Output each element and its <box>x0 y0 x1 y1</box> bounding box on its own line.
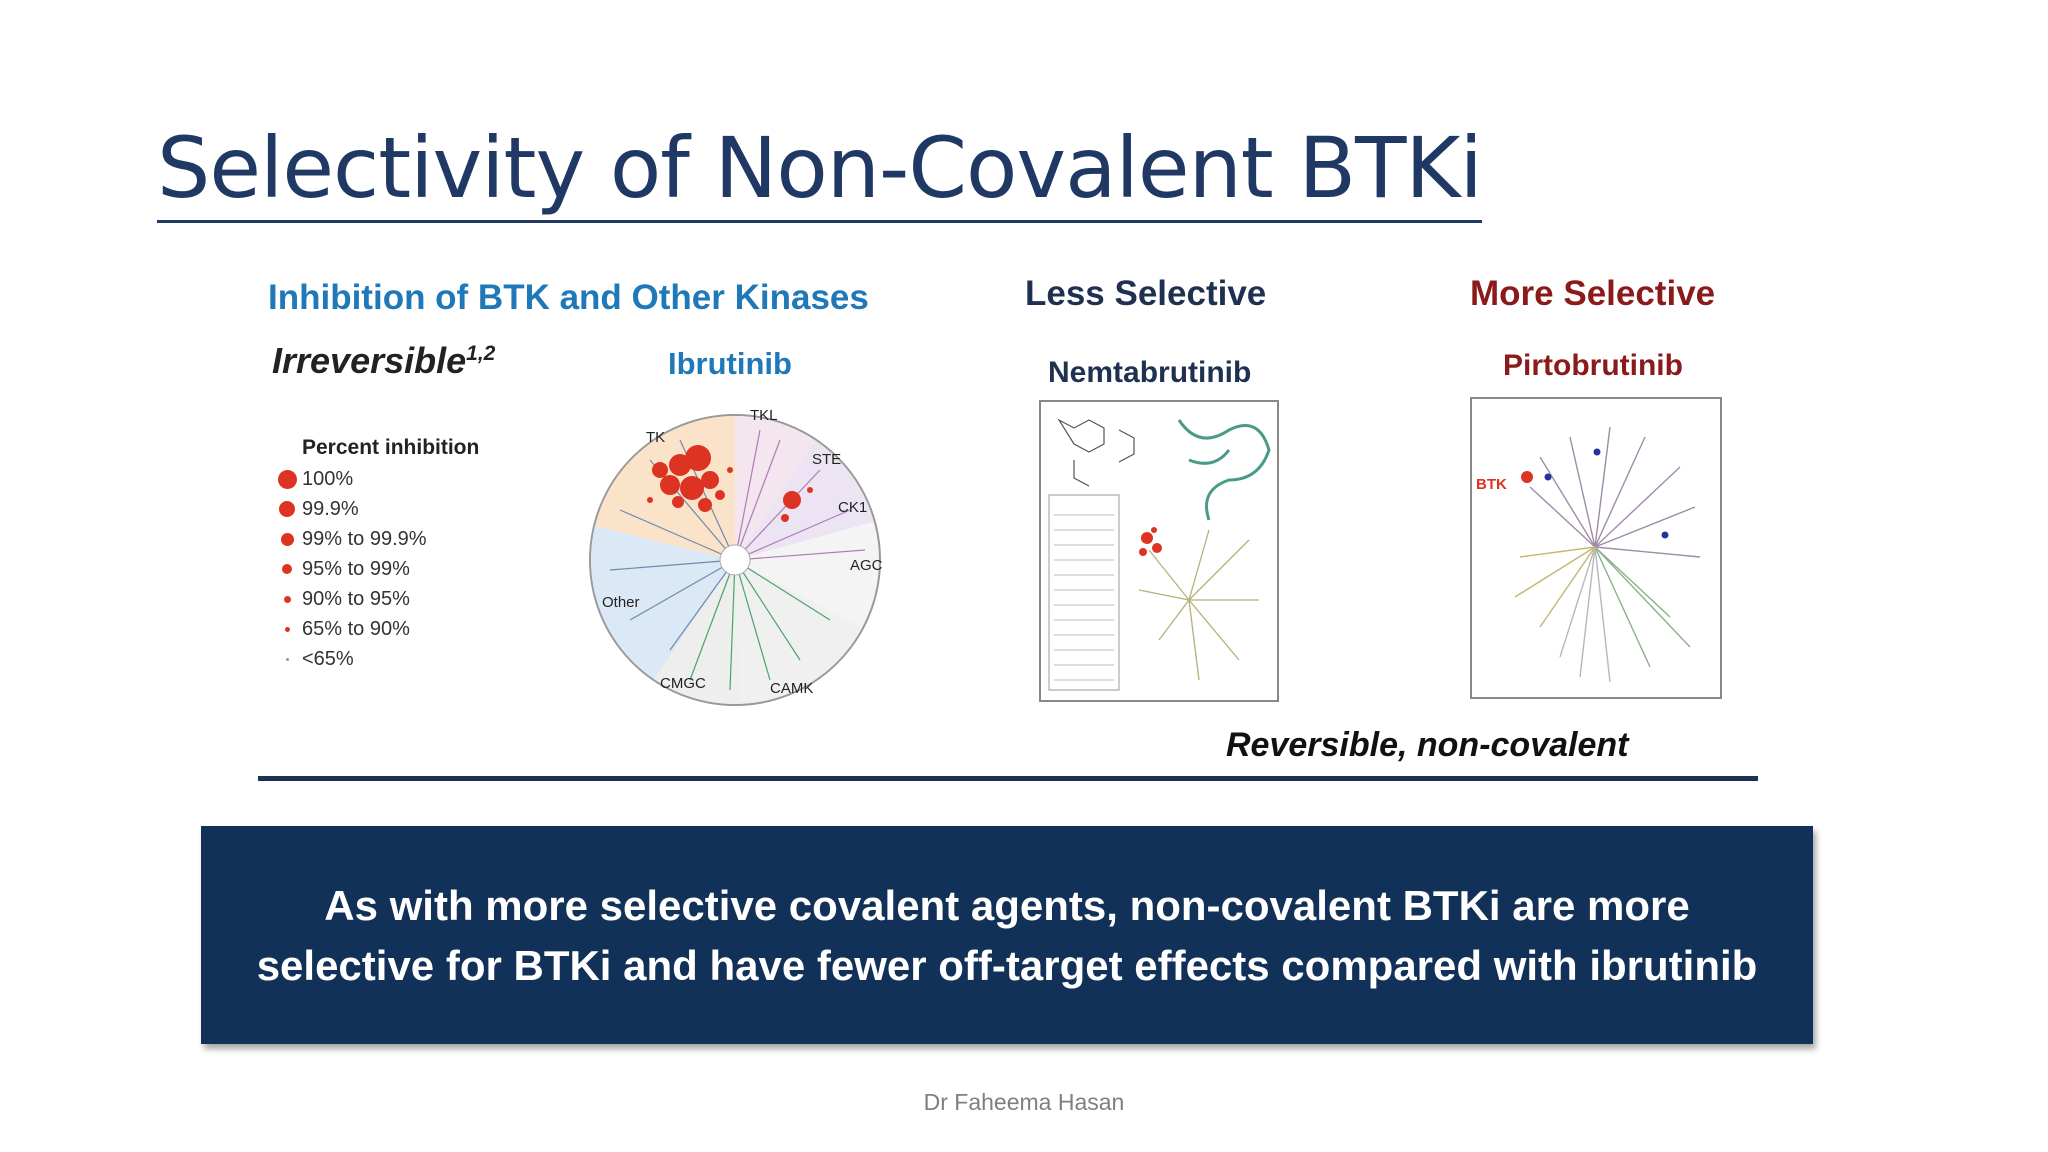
inhibition-dot-icon <box>283 595 291 603</box>
left-panel-heading: Inhibition of BTK and Other Kinases <box>268 278 869 317</box>
less-selective-heading: Less Selective <box>1025 274 1267 313</box>
irreversible-text: Irreversible <box>272 340 467 381</box>
inhibition-dot-icon <box>284 626 290 632</box>
legend-item: <65% <box>272 644 479 674</box>
kinome-group-label: CMGC <box>660 675 706 692</box>
banner-line-1: As with more selective covalent agents, … <box>324 882 1690 929</box>
kinome-group-label: TKL <box>750 407 778 424</box>
pirtobrutinib-label: Pirtobrutinib <box>1503 349 1683 382</box>
legend-item-label: <65% <box>302 647 354 670</box>
ibrutinib-kinome-wheel: TK TKL STE CK1 AGC CAMK CMGC Other <box>589 407 883 706</box>
legend-item-label: 99% to 99.9% <box>302 527 427 550</box>
nemtabrutinib-kinome-figure <box>1039 400 1279 702</box>
summary-banner: As with more selective covalent agents, … <box>201 826 1813 1044</box>
btk-marker-label: BTK <box>1476 476 1507 493</box>
kinome-group-label: TK <box>646 429 665 446</box>
kinome-group-label: CAMK <box>770 680 813 697</box>
legend-item-label: 99.9% <box>302 497 359 520</box>
legend-item: 95% to 99% <box>272 554 479 584</box>
percent-inhibition-legend: Percent inhibition 100% 99.9% 99% to 99.… <box>272 436 479 674</box>
inhibition-dot-icon <box>282 564 292 574</box>
banner-text: As with more selective covalent agents, … <box>257 874 1758 996</box>
kinome-group-label: STE <box>812 451 841 468</box>
slide-footer: Dr Faheema Hasan <box>923 1089 1125 1115</box>
inhibition-dot-icon <box>280 532 294 546</box>
legend-item: 65% to 90% <box>272 614 479 644</box>
legend-item: 100% <box>272 464 479 494</box>
kinome-group-label: CK1 <box>838 499 867 516</box>
legend-item-label: 100% <box>302 467 354 490</box>
reversible-label: Reversible, non-covalent <box>1226 726 1629 764</box>
ibrutinib-label: Ibrutinib <box>668 346 792 381</box>
legend-item: 99% to 99.9% <box>272 524 479 554</box>
legend-item-label: 65% to 90% <box>302 617 410 640</box>
nemtabrutinib-label: Nemtabrutinib <box>1048 356 1252 389</box>
divider-line <box>258 776 1758 781</box>
legend-item: 99.9% <box>272 494 479 524</box>
legend-item: 90% to 95% <box>272 584 479 614</box>
pirtobrutinib-kinome-tree: BTK <box>1470 397 1722 699</box>
slide-title: Selectivity of Non-Covalent BTKi <box>157 118 1483 223</box>
more-selective-heading: More Selective <box>1470 274 1716 313</box>
kinome-group-label: Other <box>602 594 640 611</box>
irreversible-label: Irreversible1,2 <box>272 340 495 382</box>
legend-item-label: 95% to 99% <box>302 557 410 580</box>
legend-title: Percent inhibition <box>302 436 480 459</box>
irreversible-superscript: 1,2 <box>466 342 496 365</box>
inhibition-dot-icon <box>277 469 297 489</box>
inhibition-dot-icon <box>279 501 295 517</box>
kinome-group-label: AGC <box>850 557 883 574</box>
banner-line-2: selective for BTKi and have fewer off-ta… <box>256 942 1758 989</box>
legend-item-label: 90% to 95% <box>302 587 410 610</box>
inhibition-dot-icon <box>285 657 289 661</box>
